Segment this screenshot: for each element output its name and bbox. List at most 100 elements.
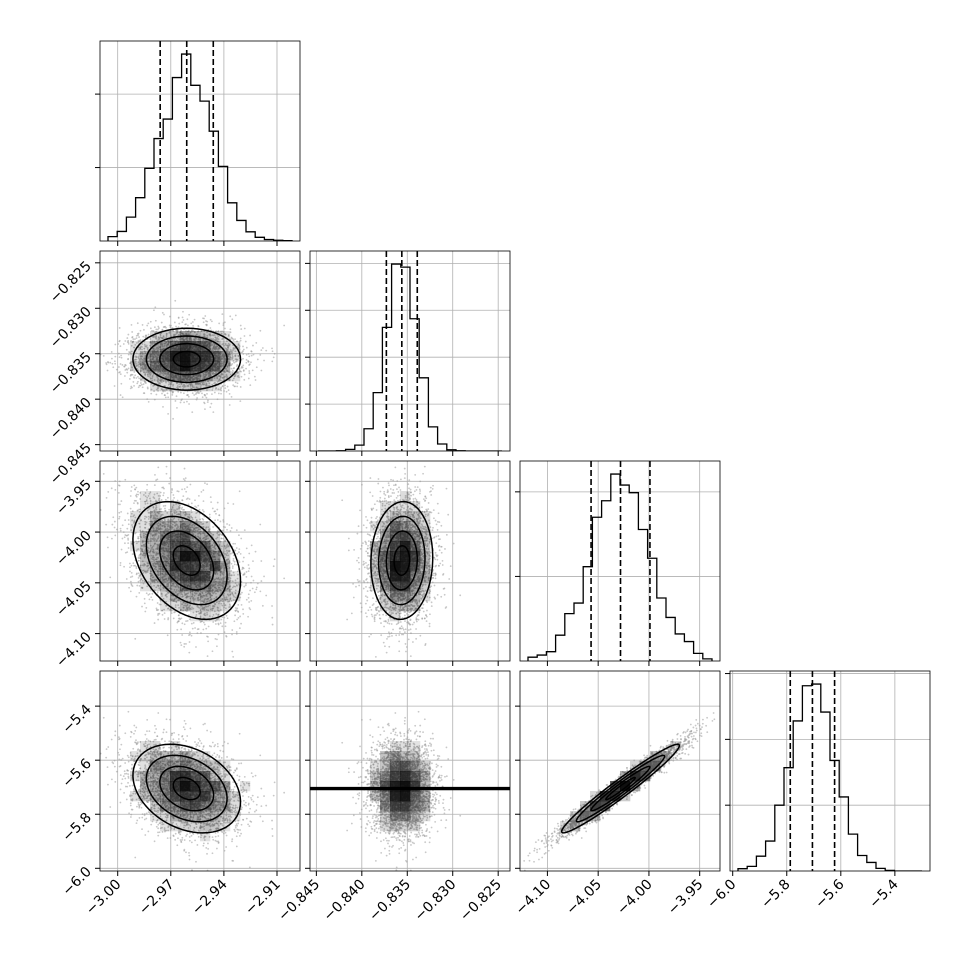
- scatter-point: [245, 598, 248, 601]
- scatter-point: [231, 363, 234, 365]
- scatter-point: [151, 329, 153, 332]
- scatter-point: [260, 580, 263, 582]
- scatter-point: [205, 396, 208, 399]
- scatter-point: [193, 378, 196, 381]
- scatter-point: [203, 393, 206, 396]
- scatter-point: [135, 358, 138, 361]
- scatter-point: [131, 369, 134, 371]
- scatter-point: [223, 631, 226, 634]
- scatter-point: [127, 353, 130, 356]
- scatter-point: [124, 364, 127, 366]
- scatter-point: [131, 373, 134, 376]
- scatter-point: [206, 389, 208, 392]
- scatter-point: [138, 591, 141, 594]
- scatter-point: [172, 330, 175, 332]
- scatter-point: [236, 358, 239, 361]
- scatter-point: [230, 395, 233, 398]
- scatter-point: [119, 394, 122, 396]
- scatter-point: [226, 385, 229, 388]
- scatter-point: [236, 385, 239, 388]
- scatter-point: [172, 376, 174, 379]
- scatter-point: [144, 352, 147, 355]
- scatter-point: [234, 355, 237, 358]
- scatter-point: [126, 368, 129, 371]
- scatter-point: [140, 357, 143, 360]
- scatter-point: [195, 338, 198, 340]
- scatter-point: [143, 357, 146, 359]
- scatter-point: [153, 353, 156, 356]
- scatter-point: [163, 344, 166, 347]
- scatter-point: [161, 392, 163, 395]
- scatter-point: [253, 375, 256, 378]
- scatter-point: [220, 379, 222, 382]
- scatter-point: [260, 560, 263, 562]
- scatter-point: [187, 385, 190, 388]
- scatter-point: [182, 319, 185, 321]
- scatter-point: [203, 623, 206, 626]
- scatter-point: [185, 333, 187, 336]
- scatter-point: [225, 373, 228, 376]
- scatter-point: [125, 348, 128, 351]
- scatter-point: [234, 350, 237, 353]
- scatter-point: [110, 351, 113, 353]
- scatter-point: [114, 355, 117, 358]
- scatter-point: [142, 383, 145, 386]
- scatter-point: [240, 375, 243, 378]
- scatter-point: [168, 376, 171, 379]
- scatter-point: [208, 371, 211, 373]
- scatter-point: [223, 378, 226, 381]
- scatter-point: [235, 371, 238, 374]
- scatter-point: [220, 386, 223, 389]
- scatter-point: [186, 324, 189, 327]
- scatter-point: [169, 326, 172, 329]
- scatter-point: [227, 364, 230, 366]
- scatter-point: [153, 398, 156, 401]
- scatter-point: [146, 398, 149, 400]
- scatter-point: [139, 370, 142, 372]
- scatter-point: [205, 323, 207, 326]
- scatter-point: [216, 380, 219, 383]
- scatter-point: [157, 327, 160, 329]
- scatter-point: [243, 335, 246, 337]
- scatter-point: [163, 326, 166, 328]
- scatter-point: [231, 629, 234, 631]
- y-tick-label: −0.825: [47, 258, 95, 306]
- scatter-point: [122, 531, 125, 534]
- scatter-point: [191, 328, 194, 331]
- scatter-point: [157, 351, 159, 354]
- scatter-point: [245, 358, 248, 361]
- scatter-point: [141, 343, 144, 345]
- scatter-point: [234, 314, 237, 317]
- scatter-point: [196, 628, 199, 631]
- scatter-point: [248, 372, 251, 375]
- scatter-point: [158, 381, 161, 384]
- scatter-point: [229, 358, 231, 361]
- scatter-point: [139, 348, 142, 351]
- scatter-point: [172, 417, 174, 420]
- scatter-point: [113, 520, 116, 523]
- scatter-point: [178, 371, 181, 374]
- scatter-point: [225, 349, 228, 352]
- scatter-point: [219, 376, 222, 379]
- scatter-point: [154, 368, 156, 371]
- scatter-point: [135, 364, 138, 367]
- scatter-point: [251, 587, 254, 590]
- scatter-point: [102, 354, 105, 357]
- scatter-point: [145, 335, 148, 338]
- scatter-point: [129, 590, 132, 593]
- scatter-point: [143, 328, 145, 331]
- scatter-point: [186, 330, 189, 333]
- scatter-point: [224, 387, 227, 390]
- scatter-point: [136, 322, 139, 325]
- scatter-point: [141, 324, 144, 326]
- scatter-point: [230, 350, 233, 353]
- panel-0-0: [95, 40, 301, 246]
- scatter-point: [176, 386, 178, 389]
- scatter-point: [139, 338, 142, 341]
- scatter-point: [245, 346, 248, 349]
- scatter-point: [157, 386, 160, 389]
- scatter-point: [175, 395, 178, 398]
- scatter-point: [238, 490, 241, 493]
- scatter-point: [283, 577, 286, 580]
